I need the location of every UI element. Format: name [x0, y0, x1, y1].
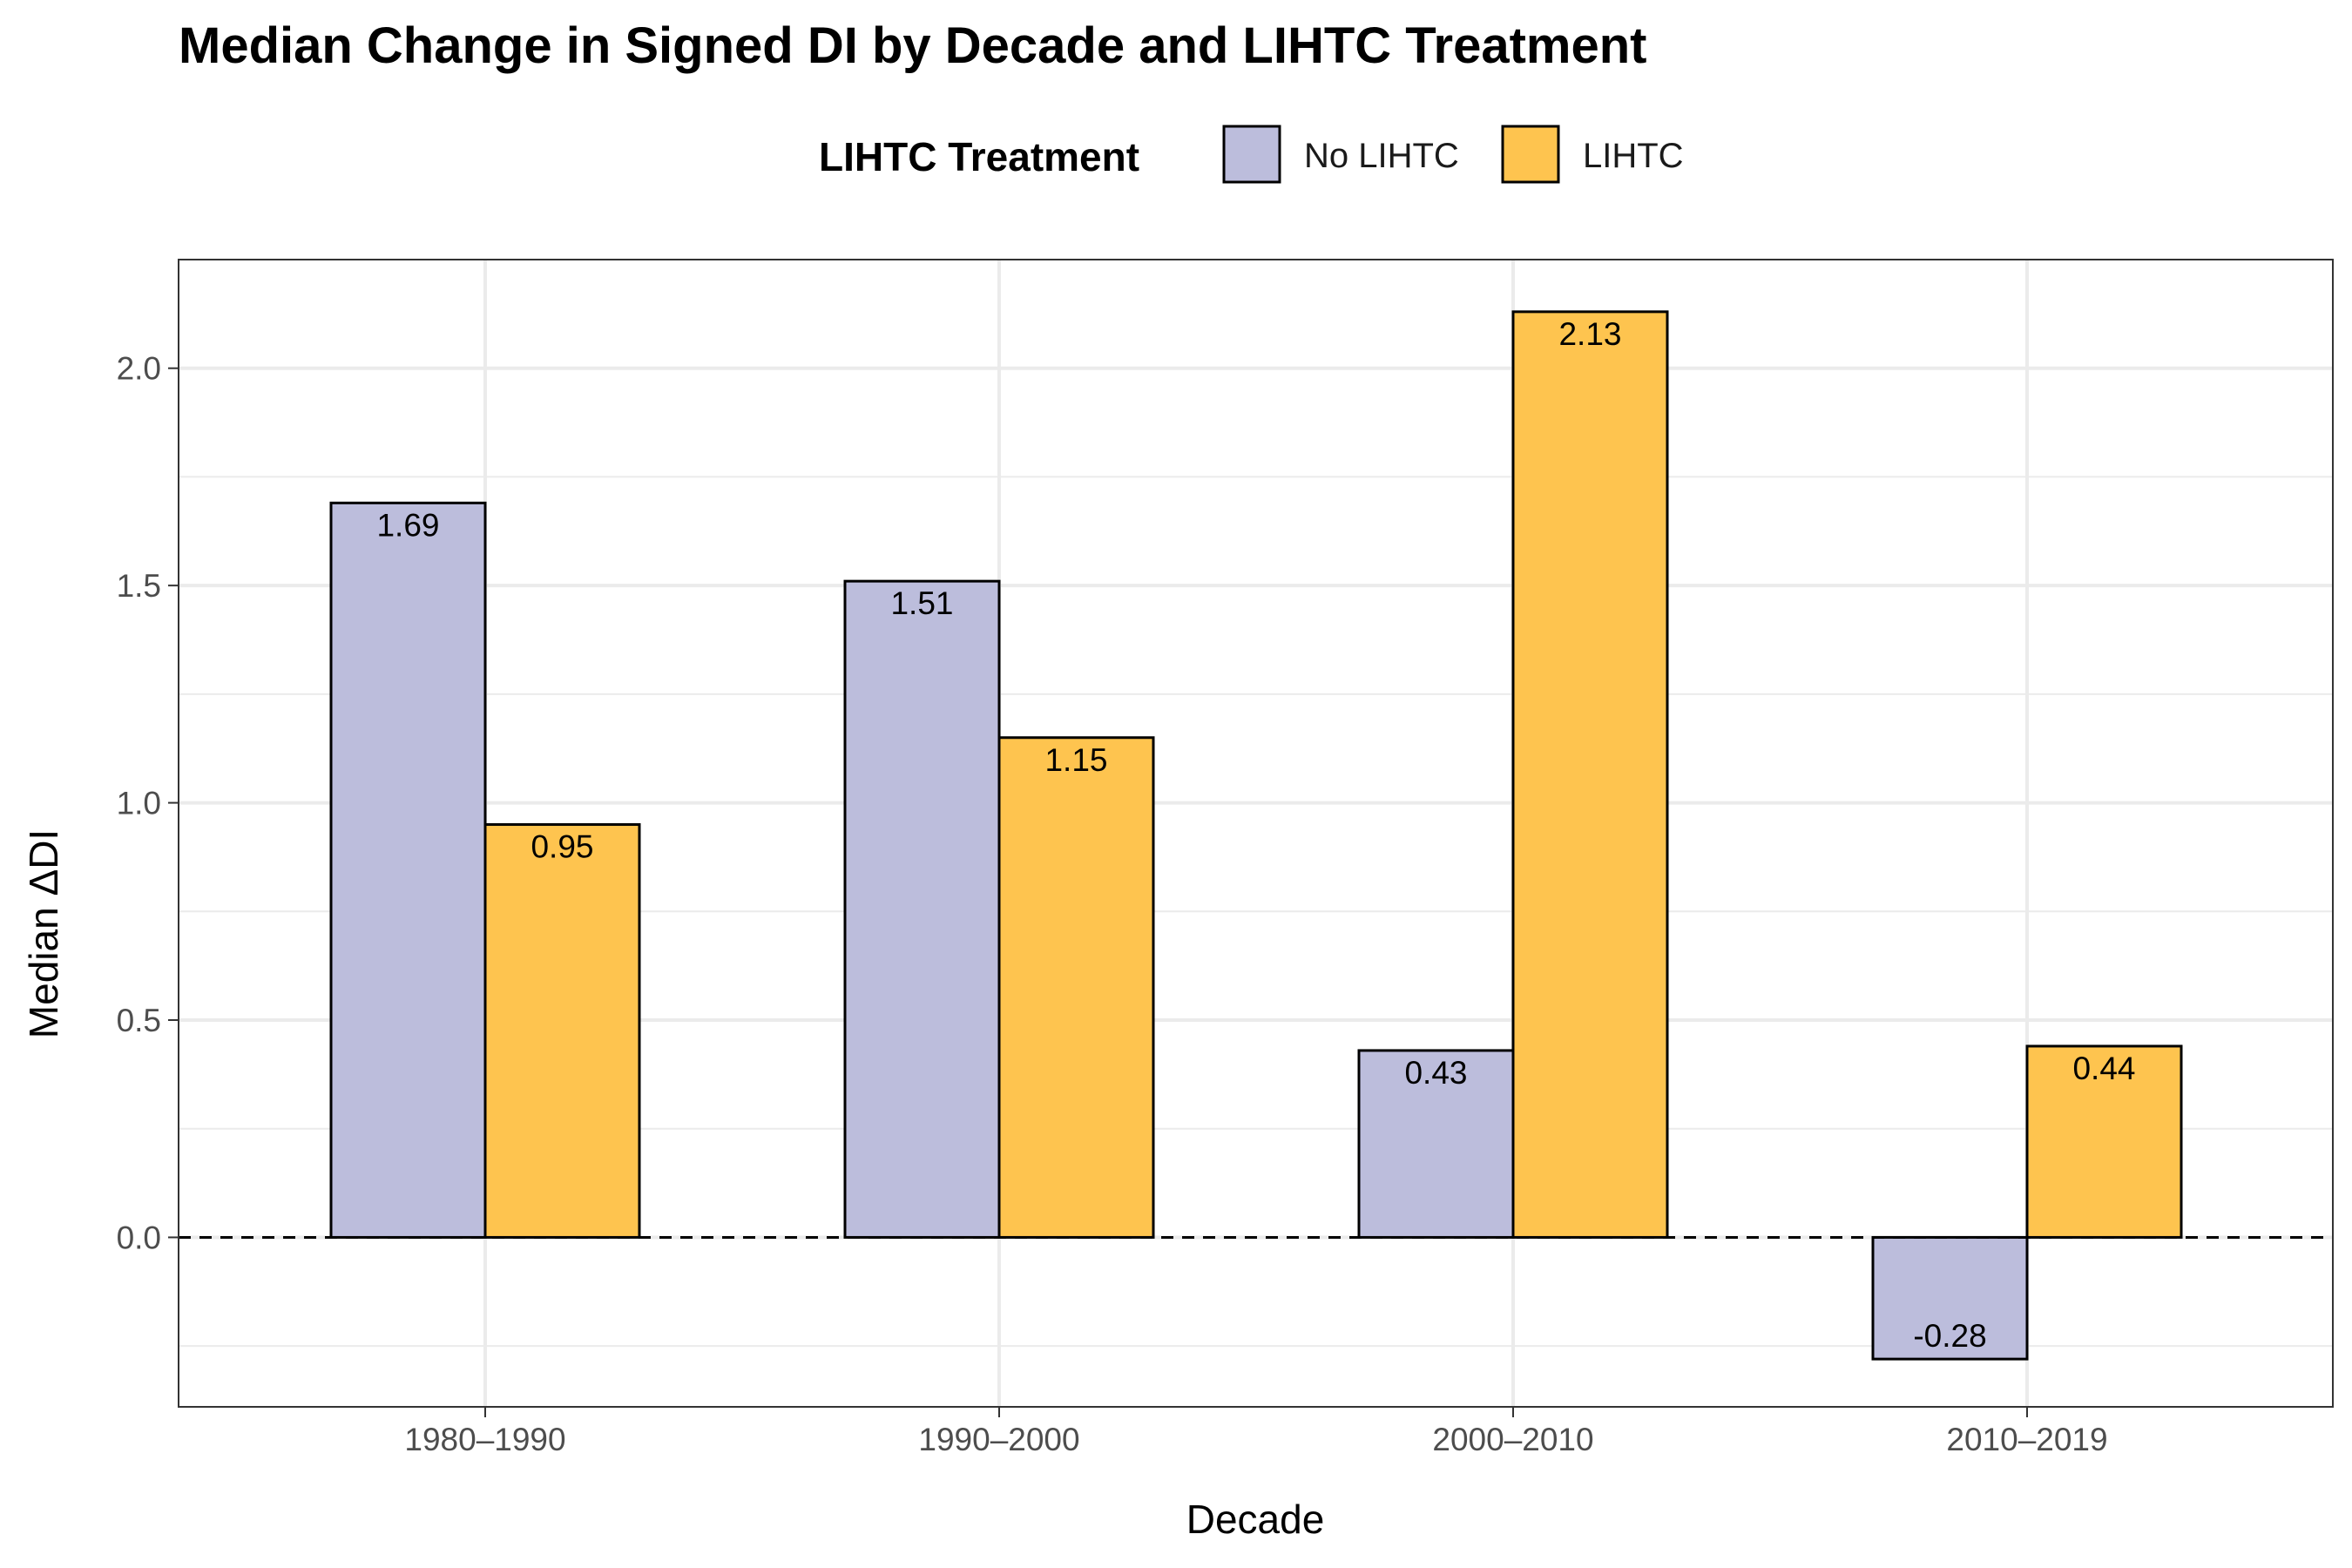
- bar-no-lihtc: [843, 579, 1001, 1239]
- legend: LIHTC Treatment No LIHTC LIHTC: [819, 125, 1684, 184]
- bar-value-label: -0.28: [1913, 1318, 1986, 1354]
- bar-no-lihtc: [1871, 1235, 2029, 1361]
- y-tick-label: 0.0: [117, 1220, 161, 1255]
- y-tick-label: 1.0: [117, 786, 161, 821]
- bar-value-label: 0.43: [1404, 1055, 1467, 1091]
- bar-value-label: 0.95: [531, 829, 593, 865]
- bar-labels: 1.69 1.51 0.43 -0.28 0.95 1.15 2.13 0.44: [376, 316, 2135, 1354]
- legend-items: No LIHTC LIHTC: [1222, 125, 1684, 184]
- y-axis: 0.0 0.5 1.0 1.5 2.0: [117, 351, 179, 1255]
- chart-title: Median Change in Signed DI by Decade and…: [179, 17, 1646, 74]
- bar-no-lihtc: [329, 501, 487, 1239]
- y-axis-title: Median ΔDI: [21, 829, 66, 1038]
- legend-label: No LIHTC: [1304, 137, 1459, 175]
- bar-value-label: 1.15: [1044, 742, 1107, 778]
- y-tick-label: 0.5: [117, 1003, 161, 1038]
- legend-swatch: [1501, 125, 1560, 184]
- x-tick-label: 2010–2019: [1946, 1422, 2107, 1457]
- bar-lihtc: [997, 736, 1155, 1239]
- bar-lihtc: [2025, 1044, 2183, 1239]
- x-tick-label: 1980–1990: [404, 1422, 565, 1457]
- plot-panel: 1.69 1.51 0.43 -0.28 0.95 1.15 2.13 0.44: [178, 259, 2334, 1408]
- x-axis: 1980–1990 1990–2000 2000–2010 2010–2019: [404, 1407, 2108, 1457]
- bar-value-label: 0.44: [2072, 1051, 2135, 1086]
- bars: [329, 310, 2183, 1361]
- y-tick-label: 1.5: [117, 568, 161, 604]
- y-tick-label: 2.0: [117, 351, 161, 387]
- legend-title: LIHTC Treatment: [819, 134, 1139, 179]
- legend-label: LIHTC: [1583, 137, 1684, 175]
- bar-lihtc: [483, 823, 641, 1239]
- x-axis-title: Decade: [1186, 1497, 1325, 1542]
- x-tick-label: 2000–2010: [1432, 1422, 1593, 1457]
- bar-lihtc: [1511, 310, 1669, 1239]
- bar-value-label: 2.13: [1558, 316, 1621, 352]
- bar-value-label: 1.51: [890, 585, 953, 621]
- legend-swatch: [1222, 125, 1281, 184]
- bar-value-label: 1.69: [376, 507, 439, 543]
- panel-border: [178, 259, 2334, 1408]
- x-tick-label: 1990–2000: [918, 1422, 1079, 1457]
